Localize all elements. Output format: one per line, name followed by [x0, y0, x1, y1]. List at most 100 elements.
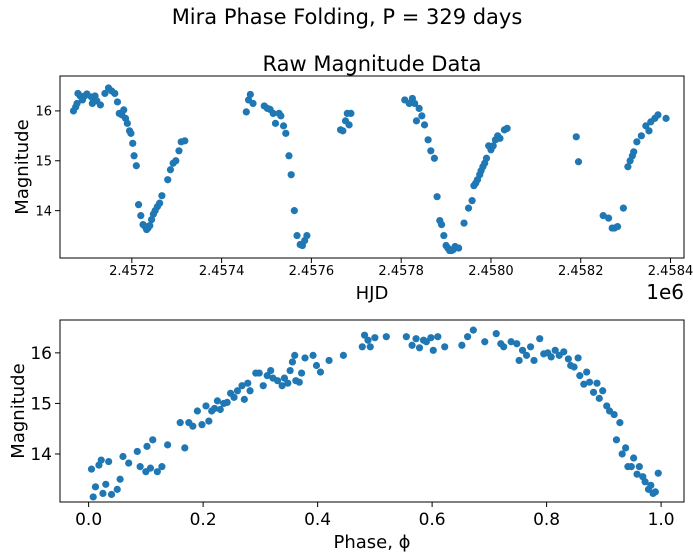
data-point — [564, 355, 572, 363]
y-tick-label: 14 — [35, 204, 52, 219]
data-point — [619, 204, 627, 212]
data-point — [551, 346, 559, 354]
data-point — [347, 109, 355, 117]
data-point — [427, 147, 435, 155]
data-point — [269, 109, 277, 117]
data-point — [429, 346, 437, 354]
y-tick-label: 15 — [35, 154, 52, 169]
data-point — [267, 366, 275, 375]
data-point — [440, 231, 448, 240]
data-point — [113, 485, 121, 493]
x-tick-label: 0.2 — [190, 510, 217, 530]
data-point — [172, 157, 180, 165]
x-tick-label: 2.4580 — [468, 264, 514, 279]
x-tick-label: 0.8 — [533, 510, 560, 530]
data-point — [460, 219, 468, 227]
data-point — [133, 447, 141, 456]
data-point — [146, 464, 155, 472]
data-point — [434, 333, 442, 341]
data-point — [604, 214, 613, 222]
data-point — [153, 468, 161, 476]
data-point — [560, 348, 568, 356]
data-point — [125, 459, 133, 467]
data-point — [259, 382, 267, 390]
data-point — [492, 330, 500, 338]
data-point — [290, 207, 298, 215]
data-point — [651, 488, 659, 496]
data-point — [455, 244, 463, 252]
data-point — [358, 343, 366, 351]
data-point — [181, 444, 189, 452]
data-point — [635, 463, 643, 471]
data-point — [113, 98, 122, 106]
data-point — [263, 372, 271, 380]
figure-suptitle: Mira Phase Folding, P = 329 days — [172, 5, 523, 29]
raw-magnitude-panel: Raw Magnitude Data 2.4572 2.4574 2.4576 2.4… — [12, 52, 693, 304]
data-point — [303, 231, 311, 240]
data-point — [97, 456, 105, 464]
data-point — [271, 119, 280, 127]
data-point — [645, 127, 653, 135]
data-point — [107, 490, 116, 499]
raw-x-axis-label: HJD — [356, 283, 389, 304]
data-point — [576, 372, 584, 380]
data-point — [284, 379, 292, 387]
data-point — [513, 340, 521, 348]
data-point — [277, 112, 285, 120]
data-point — [210, 404, 219, 413]
data-point — [518, 346, 527, 354]
data-point — [630, 148, 638, 156]
data-point — [654, 111, 662, 119]
data-point — [291, 351, 299, 359]
data-point — [339, 351, 347, 359]
data-point — [402, 333, 410, 341]
data-point — [119, 452, 127, 461]
data-point — [176, 419, 184, 427]
data-point — [481, 338, 489, 346]
data-point — [301, 354, 309, 362]
phase-axis-ticks: 0.0 0.2 0.4 0.6 0.8 1.0 14 15 16 — [30, 344, 674, 530]
x-tick-label: 2.4576 — [289, 264, 335, 279]
x-tick-label: 2.4574 — [199, 264, 245, 279]
data-point — [216, 405, 224, 414]
data-point — [297, 369, 306, 377]
data-point — [149, 436, 157, 444]
data-point — [285, 152, 293, 160]
data-point — [132, 162, 140, 170]
data-point — [193, 407, 201, 415]
data-point — [130, 152, 138, 160]
data-point — [345, 121, 353, 129]
data-point — [411, 99, 419, 108]
data-point — [412, 117, 421, 125]
data-point — [198, 421, 206, 429]
data-point — [101, 89, 109, 98]
data-point — [136, 463, 144, 471]
data-point — [464, 333, 472, 341]
data-point — [282, 129, 290, 137]
x-tick-label: 0.6 — [419, 510, 446, 530]
y-tick-label: 16 — [35, 105, 52, 120]
data-point — [213, 397, 222, 405]
data-point — [570, 363, 578, 371]
data-point — [420, 121, 429, 129]
data-point — [158, 463, 166, 471]
data-point — [599, 212, 607, 220]
data-point — [244, 379, 252, 387]
data-point — [585, 378, 594, 386]
data-point — [580, 380, 588, 388]
x-tick-label: 2.4584 — [648, 264, 693, 279]
data-point — [589, 388, 598, 396]
data-point — [572, 133, 580, 141]
data-point — [364, 336, 372, 344]
data-point — [595, 394, 603, 402]
data-point — [129, 139, 137, 147]
data-point — [574, 158, 583, 166]
data-point — [240, 395, 248, 403]
phase-x-axis-label: Phase, ϕ — [333, 532, 410, 553]
data-point — [255, 369, 263, 377]
data-point — [583, 368, 591, 376]
data-point — [339, 127, 347, 135]
data-point — [287, 171, 295, 179]
data-point — [637, 132, 645, 140]
